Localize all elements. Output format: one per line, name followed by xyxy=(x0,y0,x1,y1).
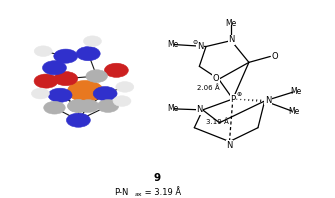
Circle shape xyxy=(34,46,52,56)
Text: = 3.19 Å: = 3.19 Å xyxy=(142,188,181,197)
Text: ⊕: ⊕ xyxy=(236,92,242,97)
Circle shape xyxy=(54,71,78,86)
Circle shape xyxy=(93,87,117,101)
Text: O: O xyxy=(272,52,278,61)
Text: P-N: P-N xyxy=(114,188,128,197)
Circle shape xyxy=(86,70,108,83)
Text: Me: Me xyxy=(225,19,237,28)
Text: ⊖: ⊖ xyxy=(193,40,198,45)
Text: N: N xyxy=(196,105,203,114)
Text: Me: Me xyxy=(290,87,302,96)
Circle shape xyxy=(113,96,131,106)
Text: N: N xyxy=(226,141,233,150)
Circle shape xyxy=(68,100,89,112)
Text: 3.19 Å: 3.19 Å xyxy=(206,118,229,125)
Text: 2.06 Å: 2.06 Å xyxy=(197,84,220,91)
Circle shape xyxy=(31,88,49,99)
Circle shape xyxy=(105,63,128,77)
Circle shape xyxy=(97,100,119,112)
Circle shape xyxy=(54,49,78,63)
Circle shape xyxy=(76,47,100,61)
Circle shape xyxy=(43,61,66,75)
Text: N: N xyxy=(265,96,271,105)
Text: O: O xyxy=(213,74,219,83)
Circle shape xyxy=(48,88,72,102)
Text: N: N xyxy=(228,35,234,44)
Text: N: N xyxy=(197,42,203,51)
Circle shape xyxy=(66,113,90,127)
Text: P: P xyxy=(230,94,236,104)
Text: Me: Me xyxy=(168,40,179,49)
Circle shape xyxy=(34,74,58,88)
Text: ax: ax xyxy=(135,191,142,197)
Text: Me: Me xyxy=(168,104,179,113)
Circle shape xyxy=(116,82,134,92)
Circle shape xyxy=(83,36,102,47)
Circle shape xyxy=(67,80,104,102)
Text: 9: 9 xyxy=(154,173,161,183)
Text: Me: Me xyxy=(288,107,300,116)
Circle shape xyxy=(68,100,89,112)
Circle shape xyxy=(77,100,99,112)
Circle shape xyxy=(44,101,65,114)
